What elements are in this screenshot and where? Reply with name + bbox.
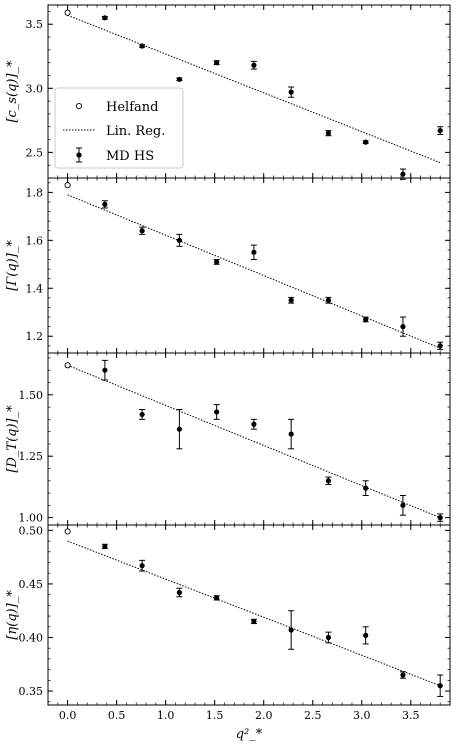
y-tick-label: 0.50 [19,524,44,537]
md-hs-point [400,502,406,508]
md-hs-point [363,316,369,323]
md-hs-point [325,130,332,136]
panel-2: 1.2 1.4 1.6 1.8 [Γ(q)]_* [5,177,451,354]
legend-box [54,87,184,169]
md-hs-point [363,139,369,145]
md-hs-point [400,672,406,678]
md-hs-point [102,15,108,21]
md-hs-point [437,127,443,134]
md-hs-point [214,409,220,415]
x-tick-label: 1.5 [206,709,224,722]
md-hs-point [139,563,145,569]
y-axis-label: [Γ(q)]_* [5,240,20,291]
legend: Helfand Lin. Reg. MD HS [54,87,184,169]
md-hs-point [139,411,145,418]
x-tick-label: 0.0 [59,709,77,722]
y-tick-label: 3.0 [26,82,44,95]
md-hs-point [437,683,443,689]
x-tick-label: 3.5 [402,709,420,722]
x-axis-label: q²_* [236,727,263,742]
y-tick-label: 1.4 [26,282,44,295]
md-hs-point [325,478,332,484]
y-axis-label: [D_T(q)]_* [5,405,20,473]
panel-frame [47,524,451,706]
x-tick-label: 0.5 [108,709,126,722]
helfand-point [64,182,71,189]
md-hs-point [176,76,182,82]
md-hs-point [437,343,443,349]
y-tick-label: 2.5 [26,146,44,159]
md-hs-point [288,627,294,633]
y-tick-label: 1.25 [19,450,44,463]
y-tick-label: 0.40 [19,632,44,645]
legend-mdhs-marker [76,152,82,158]
panel-4: 0.35 0.40 0.45 0.50 [η(q)]_* [5,524,451,706]
y-tick-label: 1.2 [26,330,44,343]
lin-reg-line [67,540,441,687]
md-hs-point [176,426,182,432]
x-tick-label: 3.0 [353,709,371,722]
md-hs-point [176,589,182,596]
md-hs-point [325,634,332,641]
legend-entry-label: Helfand [106,100,158,115]
x-tick-label: 1.0 [157,709,175,722]
md-hs-point [437,515,443,521]
panel-frame [47,177,451,354]
md-hs-point [176,237,182,243]
y-tick-label: 1.8 [26,186,44,199]
md-hs-point [214,259,220,265]
md-hs-point [363,632,369,638]
legend-helfand-marker [75,102,83,110]
y-tick-label: 1.50 [19,389,44,402]
y-axis-label: [c_s(q)]_* [5,60,20,123]
md-hs-point [214,595,220,601]
y-tick-label: 0.45 [19,578,44,591]
md-hs-point [251,249,257,255]
md-hs-point [102,543,108,550]
md-hs-point [139,228,145,234]
md-hs-point [102,201,108,207]
y-tick-label: 1.6 [26,234,44,247]
lin-reg-line [67,14,441,164]
md-hs-point [400,324,406,330]
md-hs-point [363,485,369,491]
helfand-point [64,362,71,369]
md-hs-point [139,43,145,49]
md-hs-point [288,89,294,95]
panel-3: 1.00 1.25 1.50 [D_T(q)]_* [5,352,451,526]
md-hs-point [325,297,332,303]
y-tick-label: 3.5 [26,18,44,31]
md-hs-point [400,171,406,177]
helfand-point [64,9,71,16]
x-tick-label: 2.5 [304,709,322,722]
lin-reg-line [67,364,441,519]
md-hs-point [102,367,108,373]
md-hs-point [251,421,257,427]
lin-reg-line [67,194,441,349]
y-axis-label: [η(q)]_* [5,590,20,640]
legend-entry-label: Lin. Reg. [106,124,165,139]
y-tick-label: 0.35 [19,685,44,698]
md-hs-point [288,297,294,303]
x-tick-label: 2.0 [255,709,273,722]
y-tick-label: 1.00 [19,512,44,525]
md-hs-point [251,618,257,625]
md-hs-point [251,62,257,68]
helfand-point [64,528,71,535]
md-hs-point [214,60,220,66]
md-hs-point [288,431,294,437]
legend-entry-label: MD HS [106,149,154,164]
